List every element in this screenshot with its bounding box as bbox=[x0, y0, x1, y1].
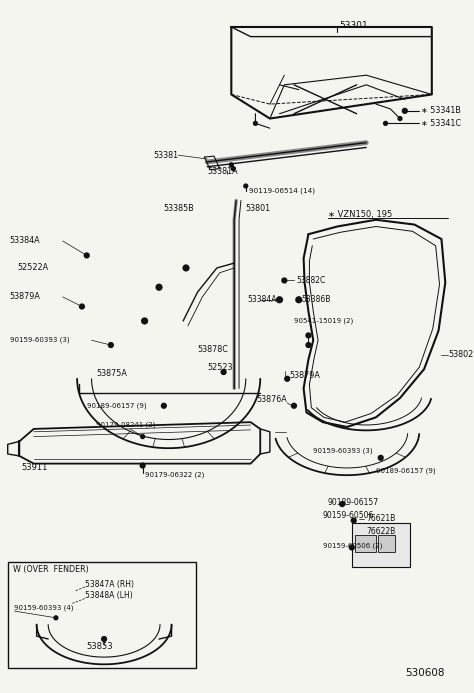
Circle shape bbox=[398, 116, 402, 121]
Circle shape bbox=[156, 284, 162, 290]
Text: 53801: 53801 bbox=[246, 204, 271, 213]
Circle shape bbox=[142, 318, 147, 324]
Circle shape bbox=[277, 297, 283, 303]
Circle shape bbox=[378, 455, 383, 460]
Circle shape bbox=[254, 121, 257, 125]
Circle shape bbox=[84, 253, 89, 258]
Circle shape bbox=[140, 463, 145, 468]
Circle shape bbox=[282, 278, 287, 283]
Text: 53882C: 53882C bbox=[296, 276, 325, 285]
Circle shape bbox=[349, 545, 354, 550]
Text: 53847A (RH): 53847A (RH) bbox=[85, 579, 134, 588]
Text: 90159-60393 (3): 90159-60393 (3) bbox=[313, 448, 373, 455]
Text: ∗ VZN150, 195: ∗ VZN150, 195 bbox=[328, 211, 392, 220]
Text: 90179-08241 (2): 90179-08241 (2) bbox=[96, 422, 156, 428]
Bar bbox=[378, 535, 395, 552]
Circle shape bbox=[54, 616, 58, 620]
Text: 52523: 52523 bbox=[207, 362, 233, 371]
Text: W (OVER  FENDER): W (OVER FENDER) bbox=[12, 565, 88, 574]
Text: 53879A: 53879A bbox=[289, 371, 320, 380]
Text: 76622B: 76622B bbox=[366, 527, 395, 536]
Text: 90541-15019 (2): 90541-15019 (2) bbox=[294, 317, 353, 324]
Circle shape bbox=[80, 304, 84, 309]
Text: 53879A: 53879A bbox=[9, 292, 40, 301]
Text: 90189-06157 (9): 90189-06157 (9) bbox=[376, 467, 436, 473]
Circle shape bbox=[306, 333, 311, 337]
Circle shape bbox=[102, 637, 107, 642]
Circle shape bbox=[244, 184, 248, 188]
Circle shape bbox=[351, 518, 356, 523]
Text: 53875A: 53875A bbox=[96, 369, 127, 378]
Text: 53853: 53853 bbox=[87, 642, 113, 651]
Circle shape bbox=[162, 403, 166, 408]
Circle shape bbox=[292, 403, 296, 408]
Text: 530608: 530608 bbox=[405, 668, 444, 678]
Circle shape bbox=[221, 369, 226, 374]
Text: 76621B: 76621B bbox=[366, 514, 395, 523]
Text: 90119-06514 (14): 90119-06514 (14) bbox=[249, 188, 315, 194]
Text: 53301: 53301 bbox=[339, 21, 368, 30]
Text: 90189-06157 (9): 90189-06157 (9) bbox=[87, 403, 146, 409]
Text: 52522A: 52522A bbox=[18, 263, 48, 272]
Circle shape bbox=[340, 502, 345, 507]
Bar bbox=[355, 535, 376, 552]
Text: 53848A (LH): 53848A (LH) bbox=[85, 591, 133, 600]
Text: 53384A: 53384A bbox=[9, 236, 40, 245]
Text: 53384A: 53384A bbox=[248, 295, 277, 304]
Text: 90159-60506 (2): 90159-60506 (2) bbox=[323, 543, 382, 549]
Text: 53381: 53381 bbox=[153, 150, 178, 159]
Bar bbox=[352, 523, 410, 567]
Circle shape bbox=[296, 297, 301, 303]
Text: 53802: 53802 bbox=[448, 350, 474, 359]
Circle shape bbox=[229, 163, 233, 167]
Text: 53386B: 53386B bbox=[301, 295, 331, 304]
Text: 90159-60506: 90159-60506 bbox=[323, 511, 374, 520]
Circle shape bbox=[141, 435, 145, 439]
Text: 90159-60393 (3): 90159-60393 (3) bbox=[9, 337, 69, 344]
Text: 53911: 53911 bbox=[21, 463, 47, 472]
Text: 53381A: 53381A bbox=[207, 167, 238, 176]
Circle shape bbox=[231, 167, 235, 170]
Circle shape bbox=[183, 265, 189, 271]
Text: 53878C: 53878C bbox=[198, 345, 228, 354]
Circle shape bbox=[383, 121, 387, 125]
Text: 53385B: 53385B bbox=[164, 204, 195, 213]
Text: 53876A: 53876A bbox=[256, 396, 287, 405]
Text: ∗ 53341C: ∗ 53341C bbox=[421, 119, 461, 128]
Circle shape bbox=[306, 342, 311, 347]
Text: 90189-06157: 90189-06157 bbox=[328, 498, 379, 507]
Text: 90159-60393 (4): 90159-60393 (4) bbox=[15, 605, 74, 611]
Text: 90179-06322 (2): 90179-06322 (2) bbox=[145, 472, 204, 478]
Circle shape bbox=[402, 108, 407, 113]
Circle shape bbox=[285, 376, 290, 381]
Circle shape bbox=[109, 342, 113, 347]
Bar bbox=[8, 562, 196, 668]
Text: ∗ 53341B: ∗ 53341B bbox=[421, 106, 461, 115]
